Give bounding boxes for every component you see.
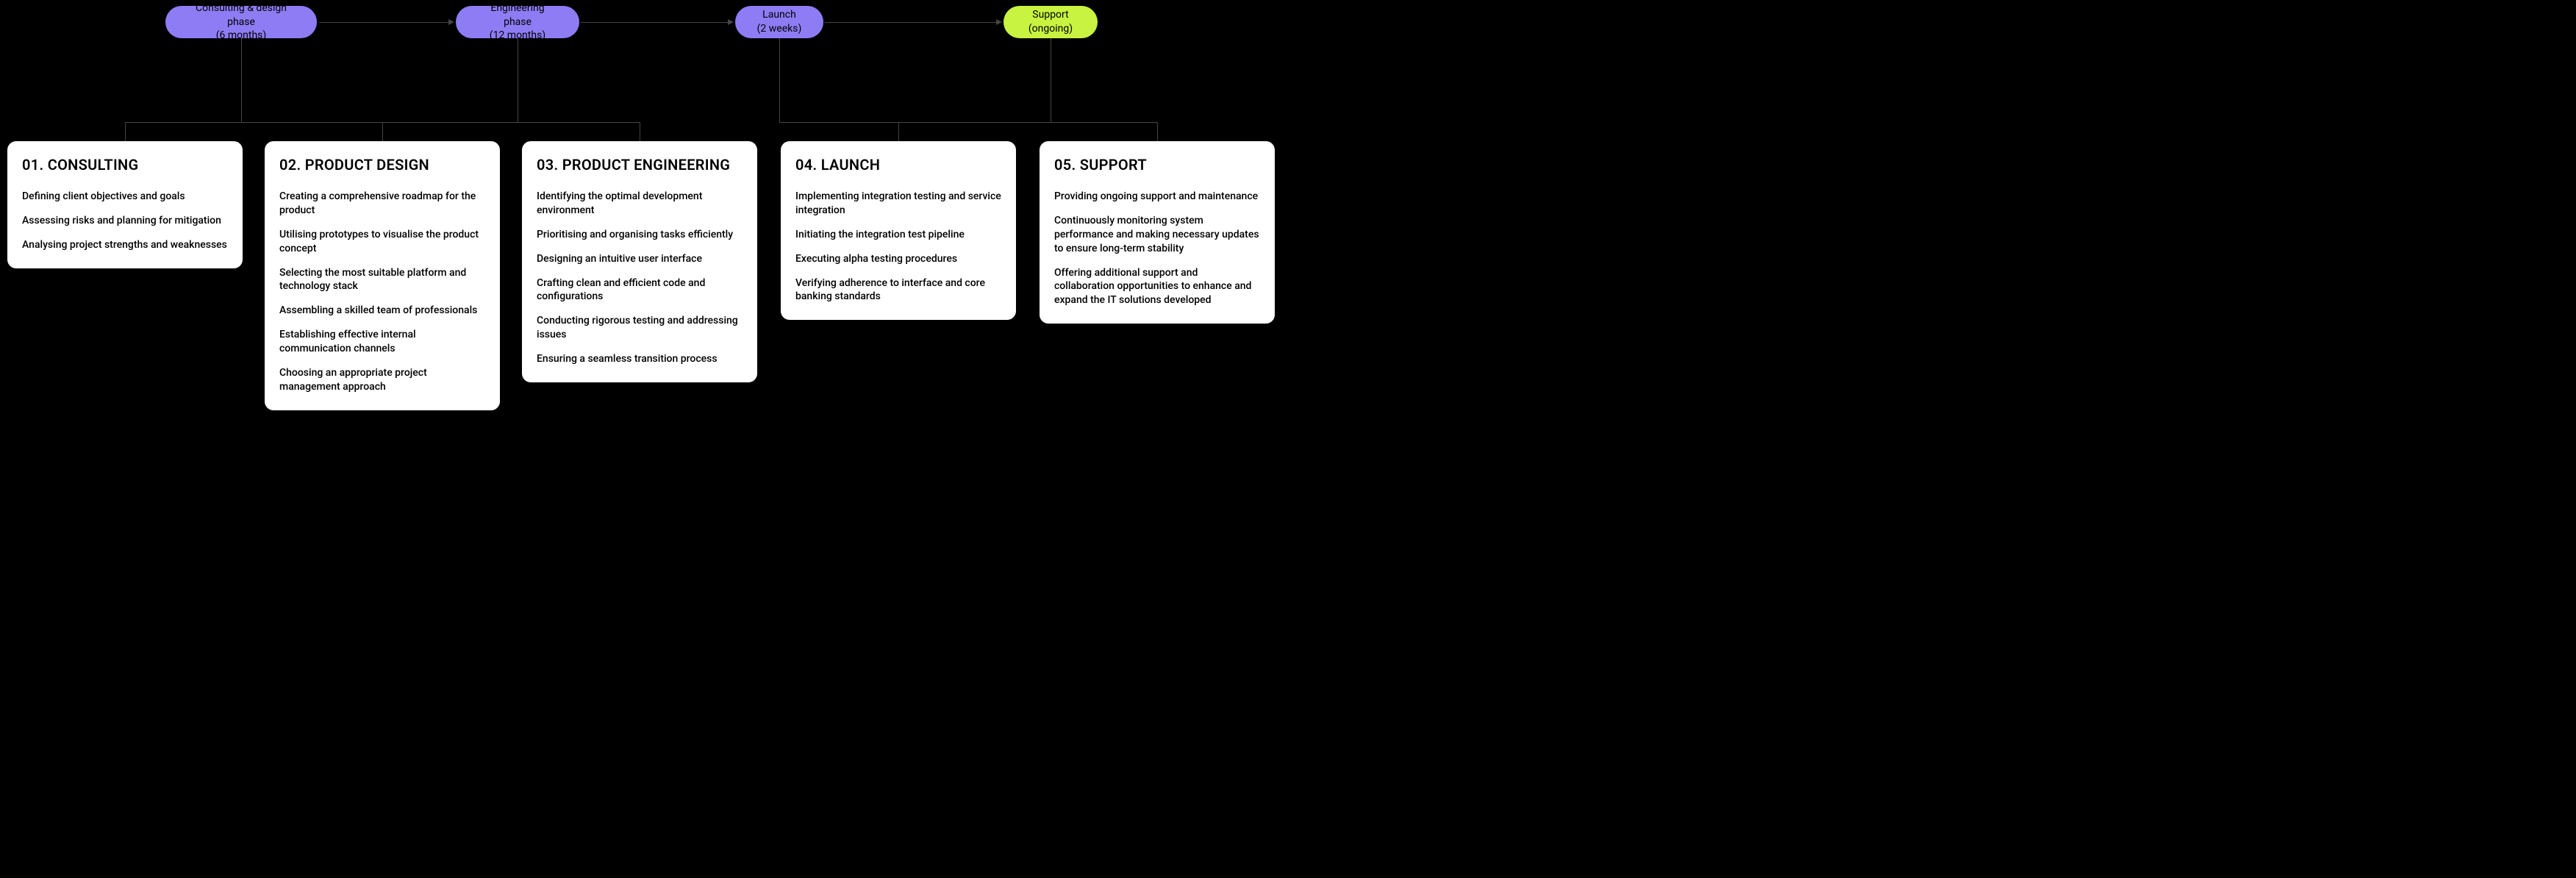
card-4: 05. SUPPORT Providing ongoing support and… xyxy=(1040,141,1275,324)
arrow-head-0 xyxy=(448,19,454,25)
phase-pill-0: Consulting & design phase(6 months) xyxy=(165,6,317,38)
phase-duration: (2 weeks) xyxy=(757,22,802,36)
phase-pill-3: Support(ongoing) xyxy=(1003,6,1098,38)
card-item: Executing alpha testing procedures xyxy=(795,252,1001,266)
card-item: Crafting clean and efficient code and co… xyxy=(537,276,743,304)
connector xyxy=(779,122,898,123)
card-item: Utilising prototypes to visualise the pr… xyxy=(279,228,485,256)
card-item: Identifying the optimal development envi… xyxy=(537,190,743,218)
card-item: Selecting the most suitable platform and… xyxy=(279,266,485,294)
card-item: Prioritising and organising tasks effici… xyxy=(537,228,743,242)
card-item: Verifying adherence to interface and cor… xyxy=(795,276,1001,304)
connector xyxy=(898,122,899,141)
connector xyxy=(382,122,640,123)
card-0: 01. CONSULTING Defining client objectives… xyxy=(7,141,243,268)
card-item: Assessing risks and planning for mitigat… xyxy=(22,214,228,228)
card-item: Offering additional support and collabor… xyxy=(1054,266,1260,308)
phase-title: Consulting & design phase xyxy=(186,1,296,29)
card-1: 02. PRODUCT DESIGN Creating a comprehensi… xyxy=(265,141,500,410)
arrow-0 xyxy=(319,22,448,23)
card-3: 04. LAUNCH Implementing integration testi… xyxy=(781,141,1016,320)
card-item: Initiating the integration test pipeline xyxy=(795,228,1001,242)
connector xyxy=(779,38,780,122)
card-title: 01. CONSULTING xyxy=(22,156,228,174)
card-item: Defining client objectives and goals xyxy=(22,190,228,204)
phase-pill-1: Engineering phase(12 months) xyxy=(456,6,579,38)
phase-title: Engineering phase xyxy=(476,1,559,29)
card-title: 02. PRODUCT DESIGN xyxy=(279,156,485,174)
card-item: Designing an intuitive user interface xyxy=(537,252,743,266)
card-item: Analysing project strengths and weakness… xyxy=(22,238,228,252)
arrow-head-2 xyxy=(996,19,1002,25)
phase-pill-2: Launch(2 weeks) xyxy=(735,6,823,38)
arrow-1 xyxy=(581,22,728,23)
card-2: 03. PRODUCT ENGINEERING Identifying the o… xyxy=(522,141,757,382)
card-item: Conducting rigorous testing and addressi… xyxy=(537,314,743,342)
card-item: Assembling a skilled team of professiona… xyxy=(279,304,485,318)
card-title: 03. PRODUCT ENGINEERING xyxy=(537,156,743,174)
connector xyxy=(1157,122,1158,141)
card-item: Establishing effective internal communic… xyxy=(279,328,485,356)
card-item: Providing ongoing support and maintenanc… xyxy=(1054,190,1260,204)
card-item: Ensuring a seamless transition process xyxy=(537,352,743,366)
connector xyxy=(125,122,126,141)
card-item: Continuously monitoring system performan… xyxy=(1054,214,1260,256)
phase-title: Launch xyxy=(762,8,796,22)
connector xyxy=(382,122,383,141)
arrow-2 xyxy=(825,22,996,23)
connector xyxy=(898,122,1157,123)
connector xyxy=(125,122,382,123)
card-item: Choosing an appropriate project manageme… xyxy=(279,366,485,394)
card-title: 05. SUPPORT xyxy=(1054,156,1260,174)
card-item: Implementing integration testing and ser… xyxy=(795,190,1001,218)
phase-duration: (ongoing) xyxy=(1028,22,1073,36)
card-item: Creating a comprehensive roadmap for the… xyxy=(279,190,485,218)
card-title: 04. LAUNCH xyxy=(795,156,1001,174)
arrow-head-1 xyxy=(728,19,734,25)
connector xyxy=(241,38,242,122)
phase-title: Support xyxy=(1032,8,1068,22)
